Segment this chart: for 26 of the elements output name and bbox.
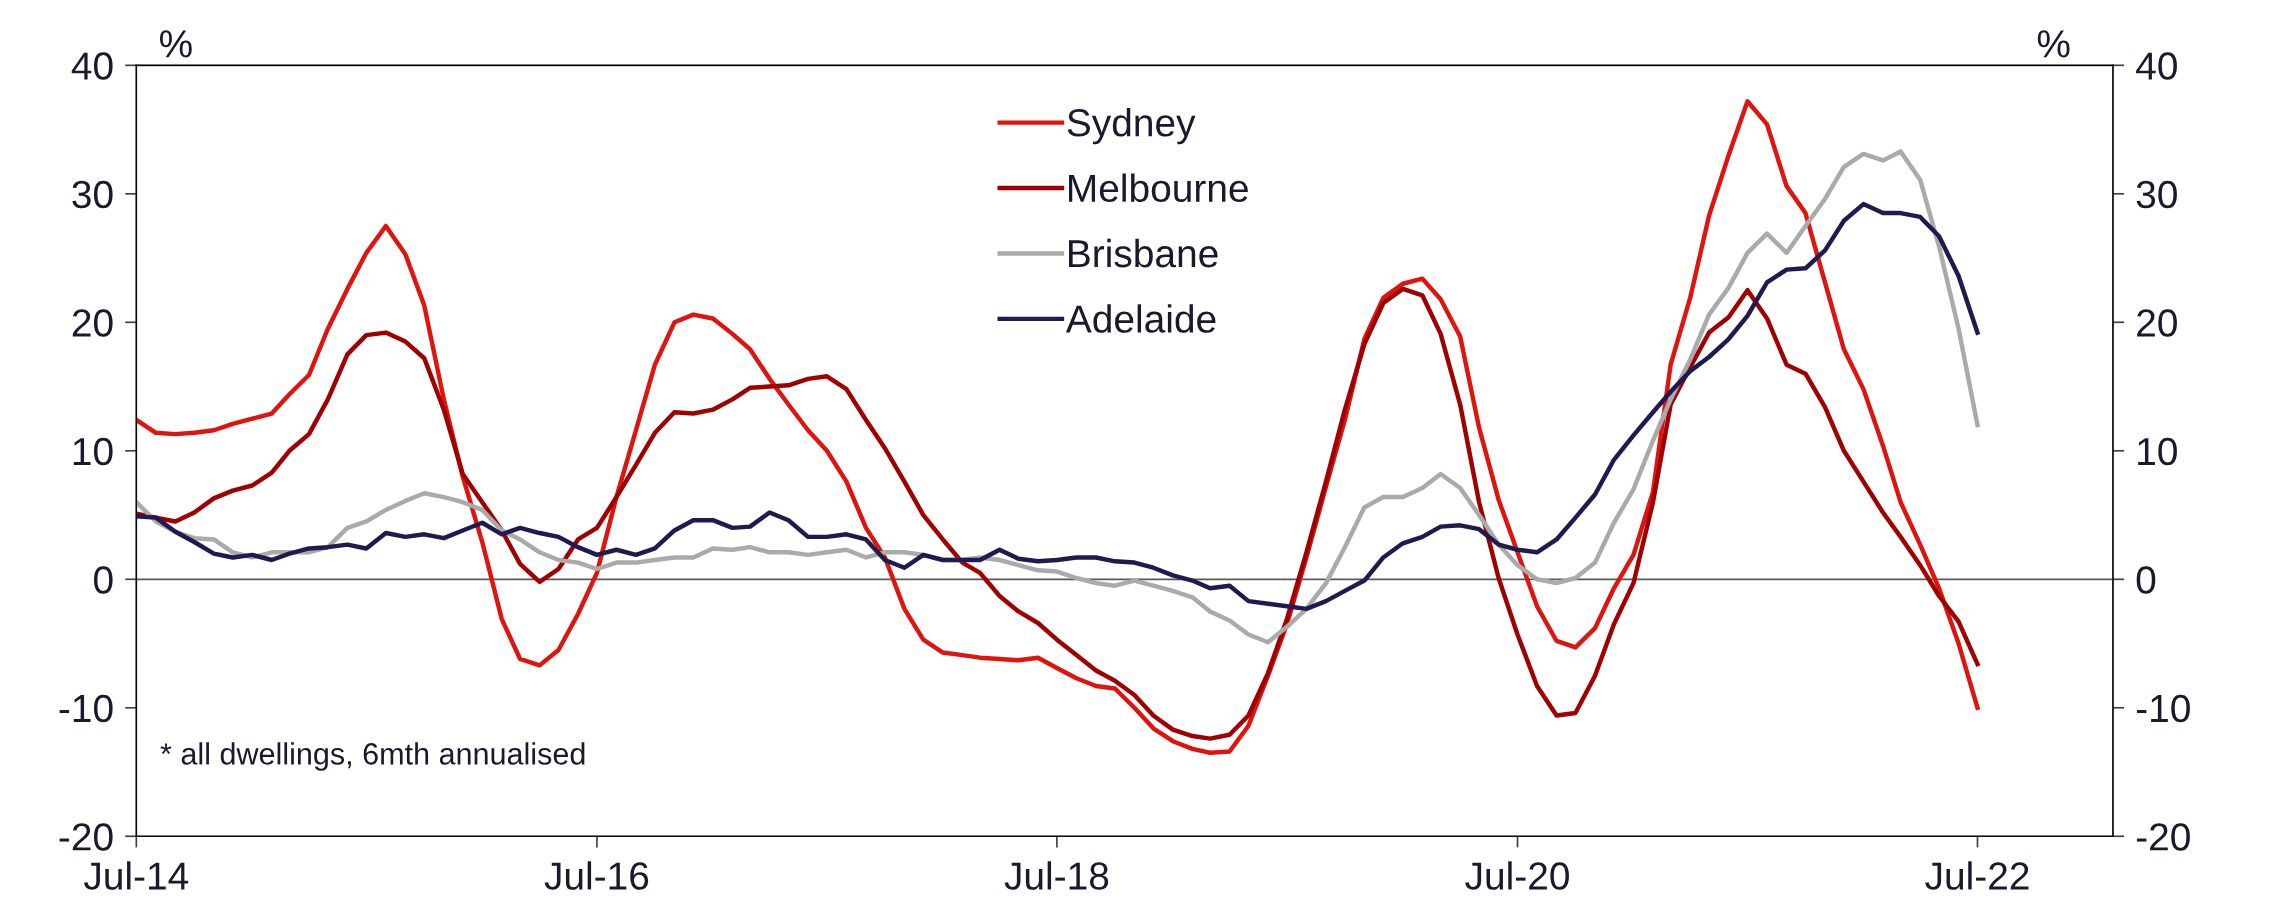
y2-tick-label: -20 — [2136, 823, 2190, 851]
y2-tick-label: -10 — [2136, 694, 2190, 723]
y-axis-title: % — [159, 30, 192, 58]
y2-tick-label: 40 — [2136, 52, 2177, 80]
y-tick-label: 30 — [72, 180, 113, 209]
x-tick-label: Jul-18 — [1004, 861, 1109, 890]
legend-label: Brisbane — [1069, 238, 1218, 268]
y2-tick-label: 10 — [2138, 437, 2177, 466]
annotation: * all dwellings, 6mth annualised — [160, 742, 585, 771]
y2-tick-label: 0 — [2136, 566, 2156, 594]
x-tick-label: Jul-20 — [1465, 861, 1569, 890]
y2-tick-label: 20 — [2137, 309, 2177, 337]
y2-axis-title: % — [2037, 30, 2070, 58]
legend-label: Sydney — [1067, 108, 1196, 145]
x-tick-label: Jul-14 — [83, 861, 189, 890]
legend-label: Adelaide — [1065, 304, 1216, 333]
y-tick-label: 20 — [72, 309, 113, 337]
x-tick-label: Jul-22 — [1925, 861, 2029, 890]
x-tick-label: Jul-16 — [544, 861, 649, 890]
y-tick-label: 40 — [71, 52, 113, 80]
legend-label: Melbourne — [1069, 173, 1248, 203]
y-tick-label: 10 — [73, 437, 113, 466]
y-tick-label: 0 — [93, 566, 113, 594]
y-tick-label: -20 — [59, 823, 113, 851]
y-tick-label: -10 — [59, 694, 113, 723]
y2-tick-label: 30 — [2136, 180, 2177, 209]
